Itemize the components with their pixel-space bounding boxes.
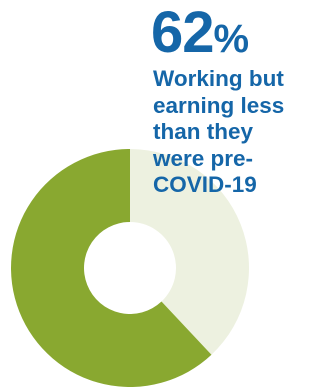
- caption-line-2: earning less: [153, 93, 324, 120]
- stat-unit: %: [214, 17, 250, 61]
- stat-caption: Working but earning less than they were …: [153, 66, 324, 199]
- caption-line-5: COVID-19: [153, 172, 324, 199]
- stat-percentage: 62%: [151, 4, 249, 68]
- caption-line-3: than they: [153, 119, 324, 146]
- caption-line-4: were pre-: [153, 146, 324, 173]
- stat-number: 62: [151, 0, 214, 65]
- caption-line-1: Working but: [153, 66, 324, 93]
